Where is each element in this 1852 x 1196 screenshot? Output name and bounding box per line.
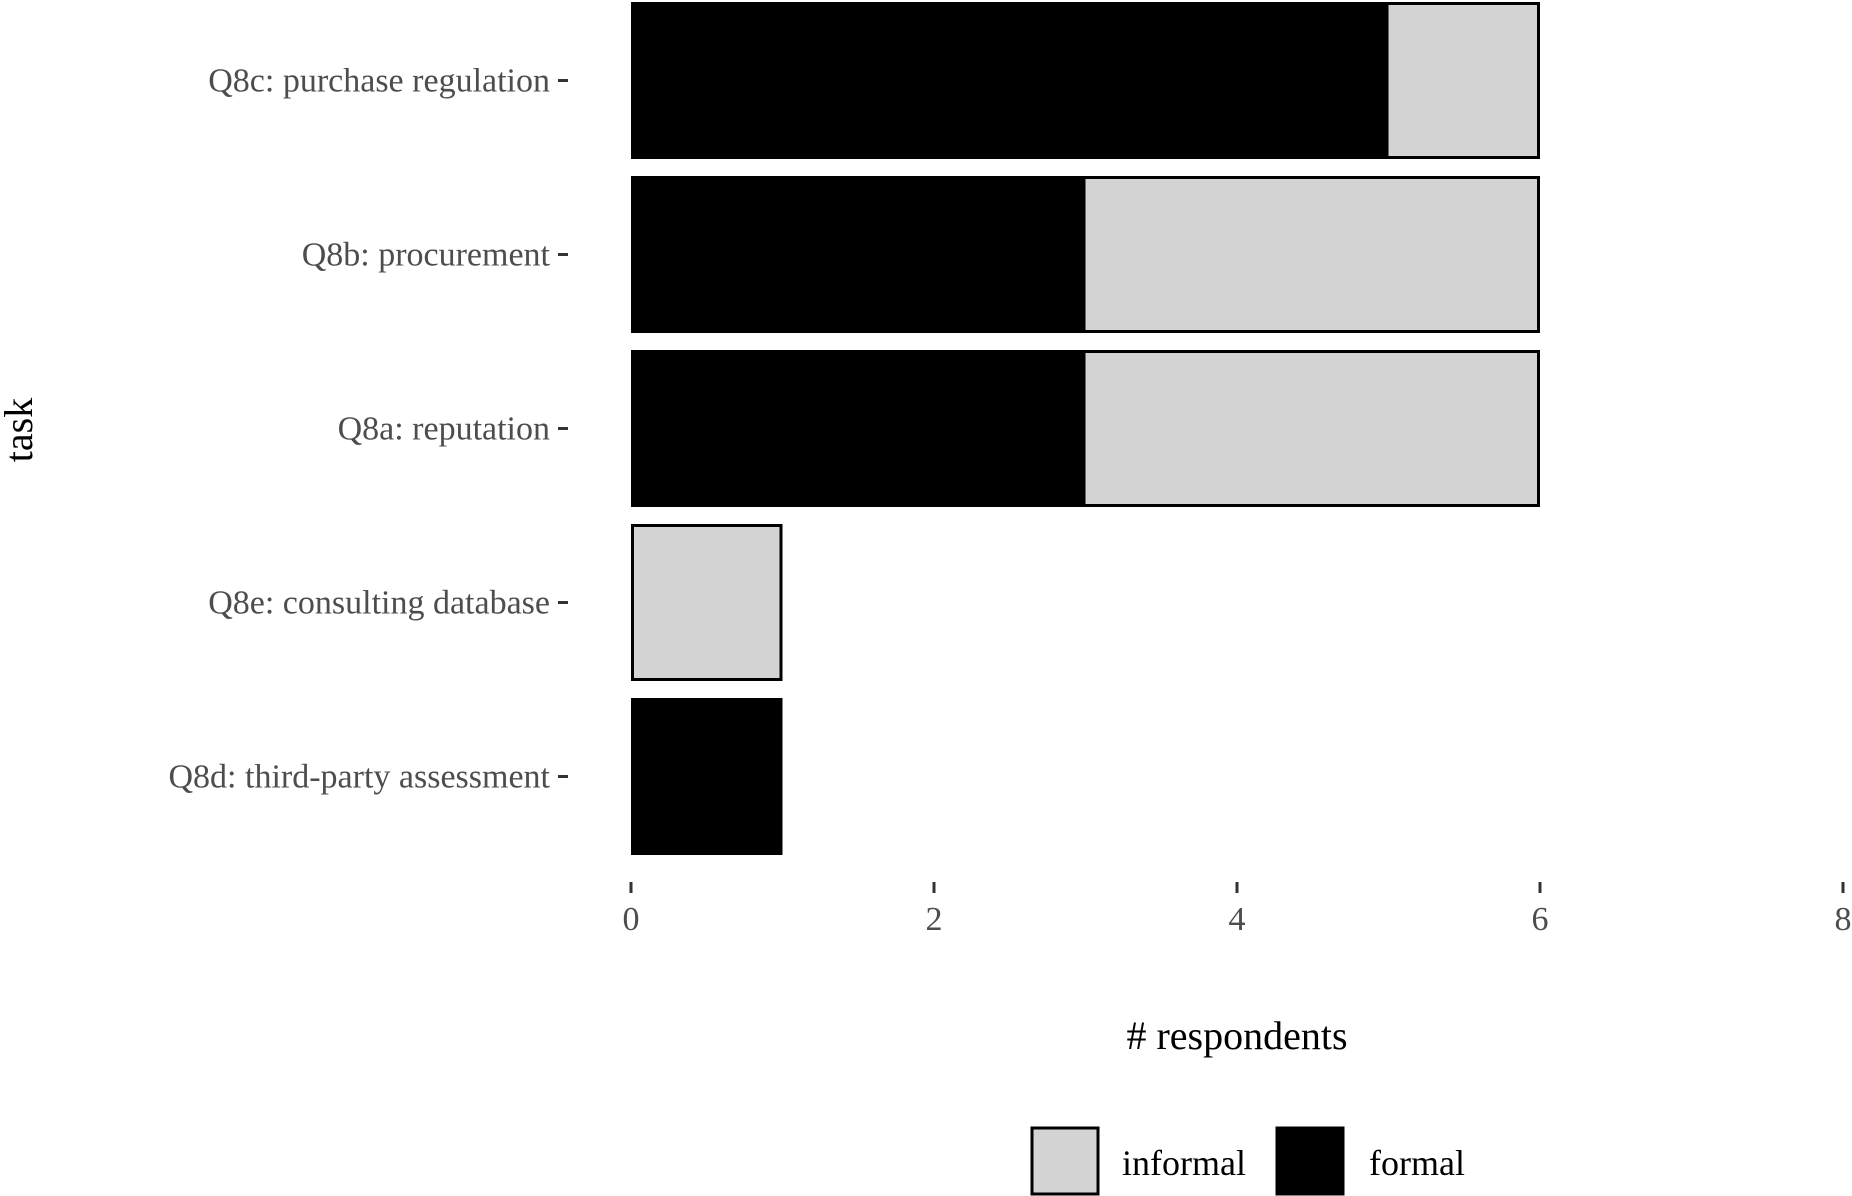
bar-informal-3	[631, 524, 783, 681]
bar-formal-0	[631, 2, 1389, 159]
legend-swatch-informal	[1030, 1126, 1100, 1196]
x-tick-label-2: 4	[1229, 901, 1246, 938]
x-tick-label-1: 2	[926, 901, 943, 938]
y-tick-label-0: Q8c: purchase regulation	[208, 63, 550, 100]
x-axis-title: # respondents	[1126, 1013, 1347, 1058]
bar-outline-0	[631, 2, 1540, 159]
y-tick-label-1: Q8b: procurement	[302, 237, 551, 274]
y-axis: Q8c: purchase regulation Q8b: procurement…	[169, 63, 568, 796]
legend-label-informal: informal	[1122, 1143, 1246, 1183]
legend-label-formal: formal	[1369, 1143, 1465, 1183]
y-axis-title: task	[0, 398, 41, 462]
x-tick-label-3: 6	[1532, 901, 1549, 938]
bar-informal-0	[1388, 2, 1540, 159]
y-tick-label-4: Q8d: third-party assessment	[169, 759, 551, 796]
bar-formal-4	[631, 698, 783, 855]
legend-swatch-formal	[1275, 1126, 1345, 1196]
bars	[631, 2, 1540, 855]
bar-informal-2	[1085, 350, 1540, 507]
bar-formal-2	[631, 350, 1086, 507]
bar-outline-1	[631, 176, 1540, 333]
y-tick-label-2: Q8a: reputation	[338, 411, 550, 448]
bar-outline-3	[631, 524, 783, 681]
x-tick-label-4: 8	[1835, 901, 1852, 938]
bar-informal-1	[1085, 176, 1540, 333]
bar-formal-1	[631, 176, 1086, 333]
bar-outline-4	[631, 698, 783, 855]
y-tick-label-3: Q8e: consulting database	[208, 585, 550, 622]
x-tick-label-0: 0	[623, 901, 640, 938]
bar-outline-2	[631, 350, 1540, 507]
x-axis: 0 2 4 6 8	[623, 882, 1852, 938]
legend: informal formal	[1030, 1126, 1465, 1196]
